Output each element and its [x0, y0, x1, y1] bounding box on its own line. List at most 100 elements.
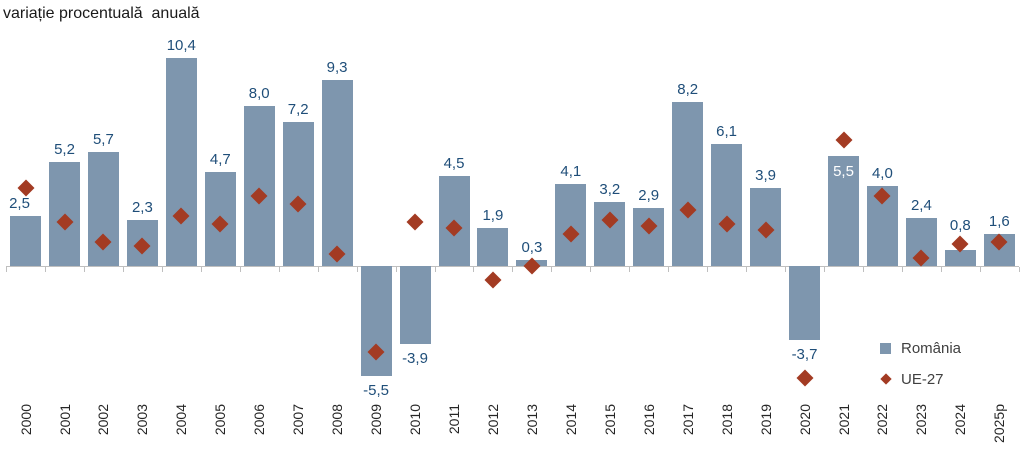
legend-label-ue27: UE-27 — [901, 370, 944, 388]
value-label-2011: 4,5 — [443, 155, 465, 172]
legend-item-romania: România — [880, 339, 961, 357]
x-axis-label-2023: 2023 — [913, 404, 930, 436]
value-label-2001: 5,2 — [54, 141, 75, 158]
ue27-marker-2021 — [835, 131, 852, 149]
x-axis-label-2012: 2012 — [484, 404, 501, 436]
x-axis-label-2000: 2000 — [17, 404, 34, 436]
x-axis-label-2002: 2002 — [95, 404, 112, 436]
x-axis-tick — [395, 267, 397, 272]
ue27-marker-2012 — [484, 271, 502, 289]
x-axis-tick — [668, 267, 670, 272]
x-axis-label-2019: 2019 — [757, 404, 774, 436]
x-axis-tick — [200, 267, 202, 272]
x-axis-label-2006: 2006 — [251, 404, 268, 436]
value-label-2017: 8,2 — [677, 81, 699, 98]
bar-2006 — [243, 106, 275, 266]
value-label-2025p: 1,6 — [988, 213, 1010, 230]
bar-2020 — [789, 266, 820, 340]
x-axis-line — [6, 266, 1019, 267]
x-axis-tick — [278, 267, 280, 272]
bar-2010 — [399, 266, 431, 344]
x-axis-label-2003: 2003 — [134, 404, 151, 436]
x-axis-label-2009: 2009 — [368, 404, 385, 436]
x-axis-tick — [824, 267, 825, 272]
value-label-2002: 5,7 — [92, 131, 114, 148]
x-axis-tick — [122, 267, 124, 272]
value-label-2022: 4,0 — [871, 165, 893, 182]
x-axis-tick — [45, 267, 46, 272]
x-axis-label-2011: 2011 — [446, 404, 462, 435]
value-label-2019: 3,9 — [755, 167, 777, 184]
x-axis-tick — [1018, 267, 1020, 272]
x-axis-label-2025p: 2025p — [991, 404, 1008, 443]
value-label-2000: 2,5 — [9, 195, 30, 212]
bar-2000 — [10, 216, 41, 266]
x-axis-label-2017: 2017 — [679, 404, 696, 436]
x-axis-label-2001: 2001 — [56, 404, 73, 436]
ue27-marker-2000 — [17, 179, 34, 197]
x-axis-label-2013: 2013 — [523, 404, 540, 436]
value-label-2020: -3,7 — [791, 346, 818, 363]
ue27-diamond-swatch-icon — [880, 373, 892, 385]
x-axis-label-2005: 2005 — [212, 404, 229, 436]
x-axis-tick — [161, 267, 163, 272]
x-axis-tick — [356, 267, 358, 272]
bar-2008 — [321, 80, 353, 266]
x-axis-label-2016: 2016 — [640, 404, 657, 436]
value-label-2006: 8,0 — [248, 85, 270, 102]
x-axis-tick — [83, 267, 85, 272]
ue27-marker-2020 — [796, 369, 813, 387]
x-axis-label-2008: 2008 — [329, 404, 346, 436]
value-label-2010: -3,9 — [402, 350, 428, 367]
romania-bar-swatch-icon — [880, 342, 891, 354]
legend-item-ue27: UE-27 — [880, 370, 961, 388]
x-axis-tick — [901, 267, 903, 272]
bar-2017 — [672, 102, 704, 266]
x-axis-tick — [940, 267, 942, 272]
bar-2007 — [282, 122, 314, 266]
x-axis-tick — [473, 267, 475, 272]
x-axis-tick — [239, 267, 241, 272]
legend: România UE-27 — [880, 339, 961, 401]
x-axis-tick — [434, 267, 436, 272]
bar-2004 — [165, 58, 197, 266]
x-axis-tick — [6, 267, 7, 272]
value-label-2016: 2,9 — [638, 187, 660, 204]
x-axis-label-2015: 2015 — [601, 404, 618, 436]
value-label-2003: 2,3 — [131, 199, 153, 216]
bar-2018 — [711, 144, 743, 266]
x-axis-tick — [551, 267, 553, 272]
ue27-marker-2010 — [406, 213, 424, 231]
bar-2024 — [944, 250, 976, 266]
value-label-2018: 6,1 — [716, 123, 738, 140]
x-axis-label-2018: 2018 — [718, 404, 735, 436]
value-label-2015: 3,2 — [599, 181, 621, 198]
value-label-2013: 0,3 — [521, 239, 543, 256]
x-axis-label-2004: 2004 — [173, 404, 190, 436]
bar-2021 — [828, 156, 859, 266]
x-axis-label-2021: 2021 — [835, 404, 852, 436]
bar-2012 — [477, 228, 509, 266]
x-axis-tick — [707, 267, 709, 272]
value-label-2009: -5,5 — [363, 382, 390, 399]
bar-2014 — [555, 184, 587, 266]
value-label-2012: 1,9 — [482, 207, 504, 224]
x-axis-tick — [862, 267, 864, 272]
x-axis-tick — [590, 267, 592, 272]
x-axis-label-2024: 2024 — [952, 404, 969, 436]
value-label-2021: 5,5 — [833, 163, 854, 180]
x-axis-label-2010: 2010 — [407, 404, 423, 436]
x-axis-tick — [979, 267, 981, 272]
chart-title: variație procentuală anuală — [3, 5, 200, 22]
value-label-2007: 7,2 — [287, 101, 309, 118]
value-label-2023: 2,4 — [910, 197, 932, 214]
value-label-2005: 4,7 — [209, 151, 231, 168]
value-label-2014: 4,1 — [560, 163, 582, 180]
x-axis-label-2014: 2014 — [562, 404, 579, 436]
x-axis-tick — [629, 267, 631, 272]
x-axis-tick — [317, 267, 319, 272]
x-axis-tick — [512, 267, 514, 272]
value-label-2008: 9,3 — [326, 59, 348, 76]
x-axis-label-2007: 2007 — [290, 404, 307, 436]
